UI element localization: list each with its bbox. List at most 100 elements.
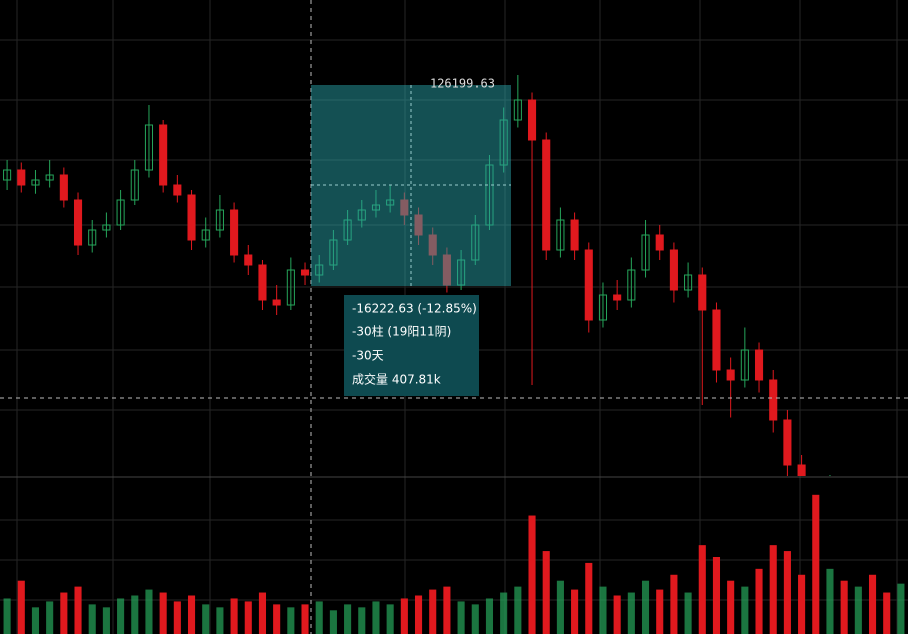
candle-body (669, 249, 678, 291)
candle-body (215, 209, 224, 231)
candle-body (726, 369, 735, 381)
volume-bar (741, 586, 749, 634)
candle-body (769, 379, 778, 421)
volume-bar (3, 598, 11, 634)
candle-body (570, 219, 579, 251)
candle-body (230, 209, 239, 256)
volume-bar (485, 598, 494, 634)
volume-bar (500, 592, 508, 634)
candle-body (698, 274, 707, 311)
volume-bar (287, 607, 295, 634)
candle-body (258, 264, 267, 301)
candle-body (59, 174, 68, 201)
volume-bars (3, 494, 905, 634)
volume-bar (599, 586, 607, 634)
candle-body (655, 234, 664, 251)
candle-body (527, 99, 537, 141)
volume-bar (656, 589, 664, 634)
candle-body (869, 495, 876, 505)
volume-bar (102, 607, 110, 634)
candle-body (187, 194, 196, 241)
volume-bar (514, 586, 522, 634)
volume-bar (301, 604, 309, 634)
measure-volume: 成交量 407.81k (352, 372, 441, 387)
volume-bar (60, 592, 68, 634)
volume-bar (88, 604, 96, 634)
volume-bar (613, 595, 621, 634)
volume-bar (627, 592, 635, 634)
candle-body (272, 299, 281, 306)
volume-bar (755, 568, 763, 634)
candle-body (102, 224, 111, 231)
volume-bar (414, 595, 423, 634)
volume-bar (712, 557, 721, 634)
volume-bar (727, 580, 735, 634)
candle-body (797, 464, 806, 476)
volume-bar (46, 601, 54, 634)
candle-body (45, 174, 54, 181)
volume-bar (812, 494, 820, 634)
volume-bar (273, 604, 281, 634)
volume-bar (145, 589, 153, 634)
volume-bar (769, 545, 777, 634)
volume-bar (641, 580, 650, 634)
volume-bar (783, 551, 791, 634)
candle-body (286, 269, 295, 306)
volume-bar (315, 601, 323, 634)
volume-bar (897, 583, 905, 634)
volume-bar (826, 568, 834, 634)
candle-body (754, 349, 764, 381)
volume-bar (556, 580, 564, 634)
candle-body (244, 254, 253, 266)
candle-body (3, 169, 12, 181)
measure-high-label: 126199.63 (430, 77, 495, 91)
volume-bar (528, 515, 536, 634)
measure-days: -30天 (352, 349, 384, 363)
candle-body (556, 219, 565, 251)
candle-body (641, 234, 650, 271)
volume-bar (187, 595, 196, 634)
candle-body (740, 349, 749, 381)
candle-body (598, 294, 608, 321)
candle-body (17, 169, 26, 186)
volume-bar (457, 601, 465, 634)
candle-body (130, 169, 139, 201)
volume-bar (329, 610, 337, 634)
volume-bar (202, 604, 210, 634)
measure-tooltip (344, 295, 479, 396)
volume-bar (372, 601, 380, 634)
candle-body (627, 269, 636, 301)
candle-body (826, 485, 833, 500)
volume-bar (17, 580, 25, 634)
volume-bar (868, 574, 877, 634)
volume-bar (840, 580, 848, 634)
candle-body (584, 249, 593, 321)
measure-bars: -30柱 (19阳11阴) (352, 324, 451, 339)
volume-bar (698, 545, 706, 634)
candle-body (542, 139, 551, 251)
candle-body (855, 495, 862, 513)
volume-bar (883, 592, 891, 634)
candle-body (513, 99, 522, 121)
candle-body (783, 419, 792, 466)
volume-bar (344, 604, 352, 634)
candles (3, 75, 876, 513)
candle-body (88, 229, 97, 246)
volume-bar (684, 592, 692, 634)
volume-bar (74, 586, 82, 634)
volume-bar (216, 607, 224, 634)
volume-bar (386, 604, 394, 634)
candle-body (841, 485, 848, 513)
volume-bar (571, 589, 579, 634)
candle-body (73, 199, 83, 246)
measure-tool: 126199.63 -16222.63 (-12.85%) -30柱 (19阳1… (311, 77, 511, 396)
candle-body (300, 269, 310, 276)
volume-bar (585, 562, 593, 634)
volume-bar (670, 574, 678, 634)
volume-bar (358, 607, 366, 634)
volume-bar (244, 601, 252, 634)
candle-body (159, 124, 168, 186)
volume-bar (471, 604, 479, 634)
candle-body (173, 184, 182, 196)
